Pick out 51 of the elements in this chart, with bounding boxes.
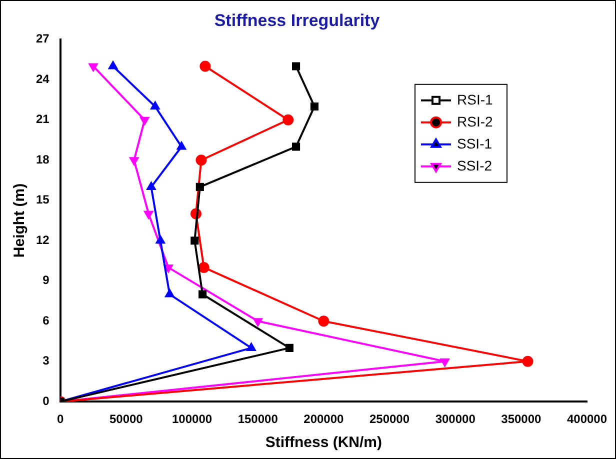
y-tick-label: 27 <box>36 32 50 46</box>
y-tick-label: 0 <box>42 394 50 408</box>
point <box>292 142 300 151</box>
point <box>246 342 256 351</box>
point <box>440 358 450 367</box>
chart-title: Stiffness Irregularity <box>214 10 380 30</box>
x-tick-label: 200000 <box>304 412 344 426</box>
point <box>522 356 534 367</box>
legend-label: RSI-2 <box>457 113 493 130</box>
point <box>129 157 139 166</box>
x-tick-label: 100000 <box>172 412 212 426</box>
point <box>282 114 294 126</box>
point <box>200 60 211 72</box>
point <box>176 141 186 150</box>
point <box>156 235 166 244</box>
point <box>198 262 210 273</box>
point <box>292 62 300 70</box>
y-tick-label: 21 <box>36 112 50 126</box>
x-tick-label: 400000 <box>566 412 608 426</box>
point <box>146 181 156 190</box>
x-tick-label: 0 <box>57 412 64 426</box>
y-axis-title: Height (m) <box>11 183 28 258</box>
x-tick-label: 300000 <box>435 412 476 426</box>
y-tick-label: 3 <box>42 354 50 368</box>
y-tick-label: 9 <box>42 273 50 288</box>
x-tick-label: 250000 <box>369 412 410 426</box>
point <box>318 316 330 327</box>
x-axis-title: Stiffness (KN/m) <box>265 434 382 452</box>
point <box>196 154 207 166</box>
legend-label: RSI-1 <box>457 91 493 108</box>
point <box>108 60 118 70</box>
y-tick-label: 18 <box>36 152 50 166</box>
point <box>310 102 318 111</box>
y-tick-label: 15 <box>36 192 50 207</box>
x-tick-label: 150000 <box>238 412 278 426</box>
point <box>164 288 174 298</box>
point <box>88 63 98 72</box>
point <box>190 236 199 245</box>
legend-label: SSI-1 <box>457 135 492 152</box>
y-tick-label: 12 <box>36 232 50 247</box>
y-tick-label: 6 <box>42 313 50 328</box>
point <box>150 100 160 110</box>
legend-label: SSI-2 <box>457 157 492 174</box>
x-tick-label: 50000 <box>109 412 144 426</box>
point <box>285 344 294 352</box>
point <box>198 290 207 298</box>
point <box>140 116 150 126</box>
point <box>196 182 204 191</box>
point <box>144 210 154 220</box>
x-tick-label: 350000 <box>501 412 542 426</box>
y-tick-label: 24 <box>36 72 50 86</box>
